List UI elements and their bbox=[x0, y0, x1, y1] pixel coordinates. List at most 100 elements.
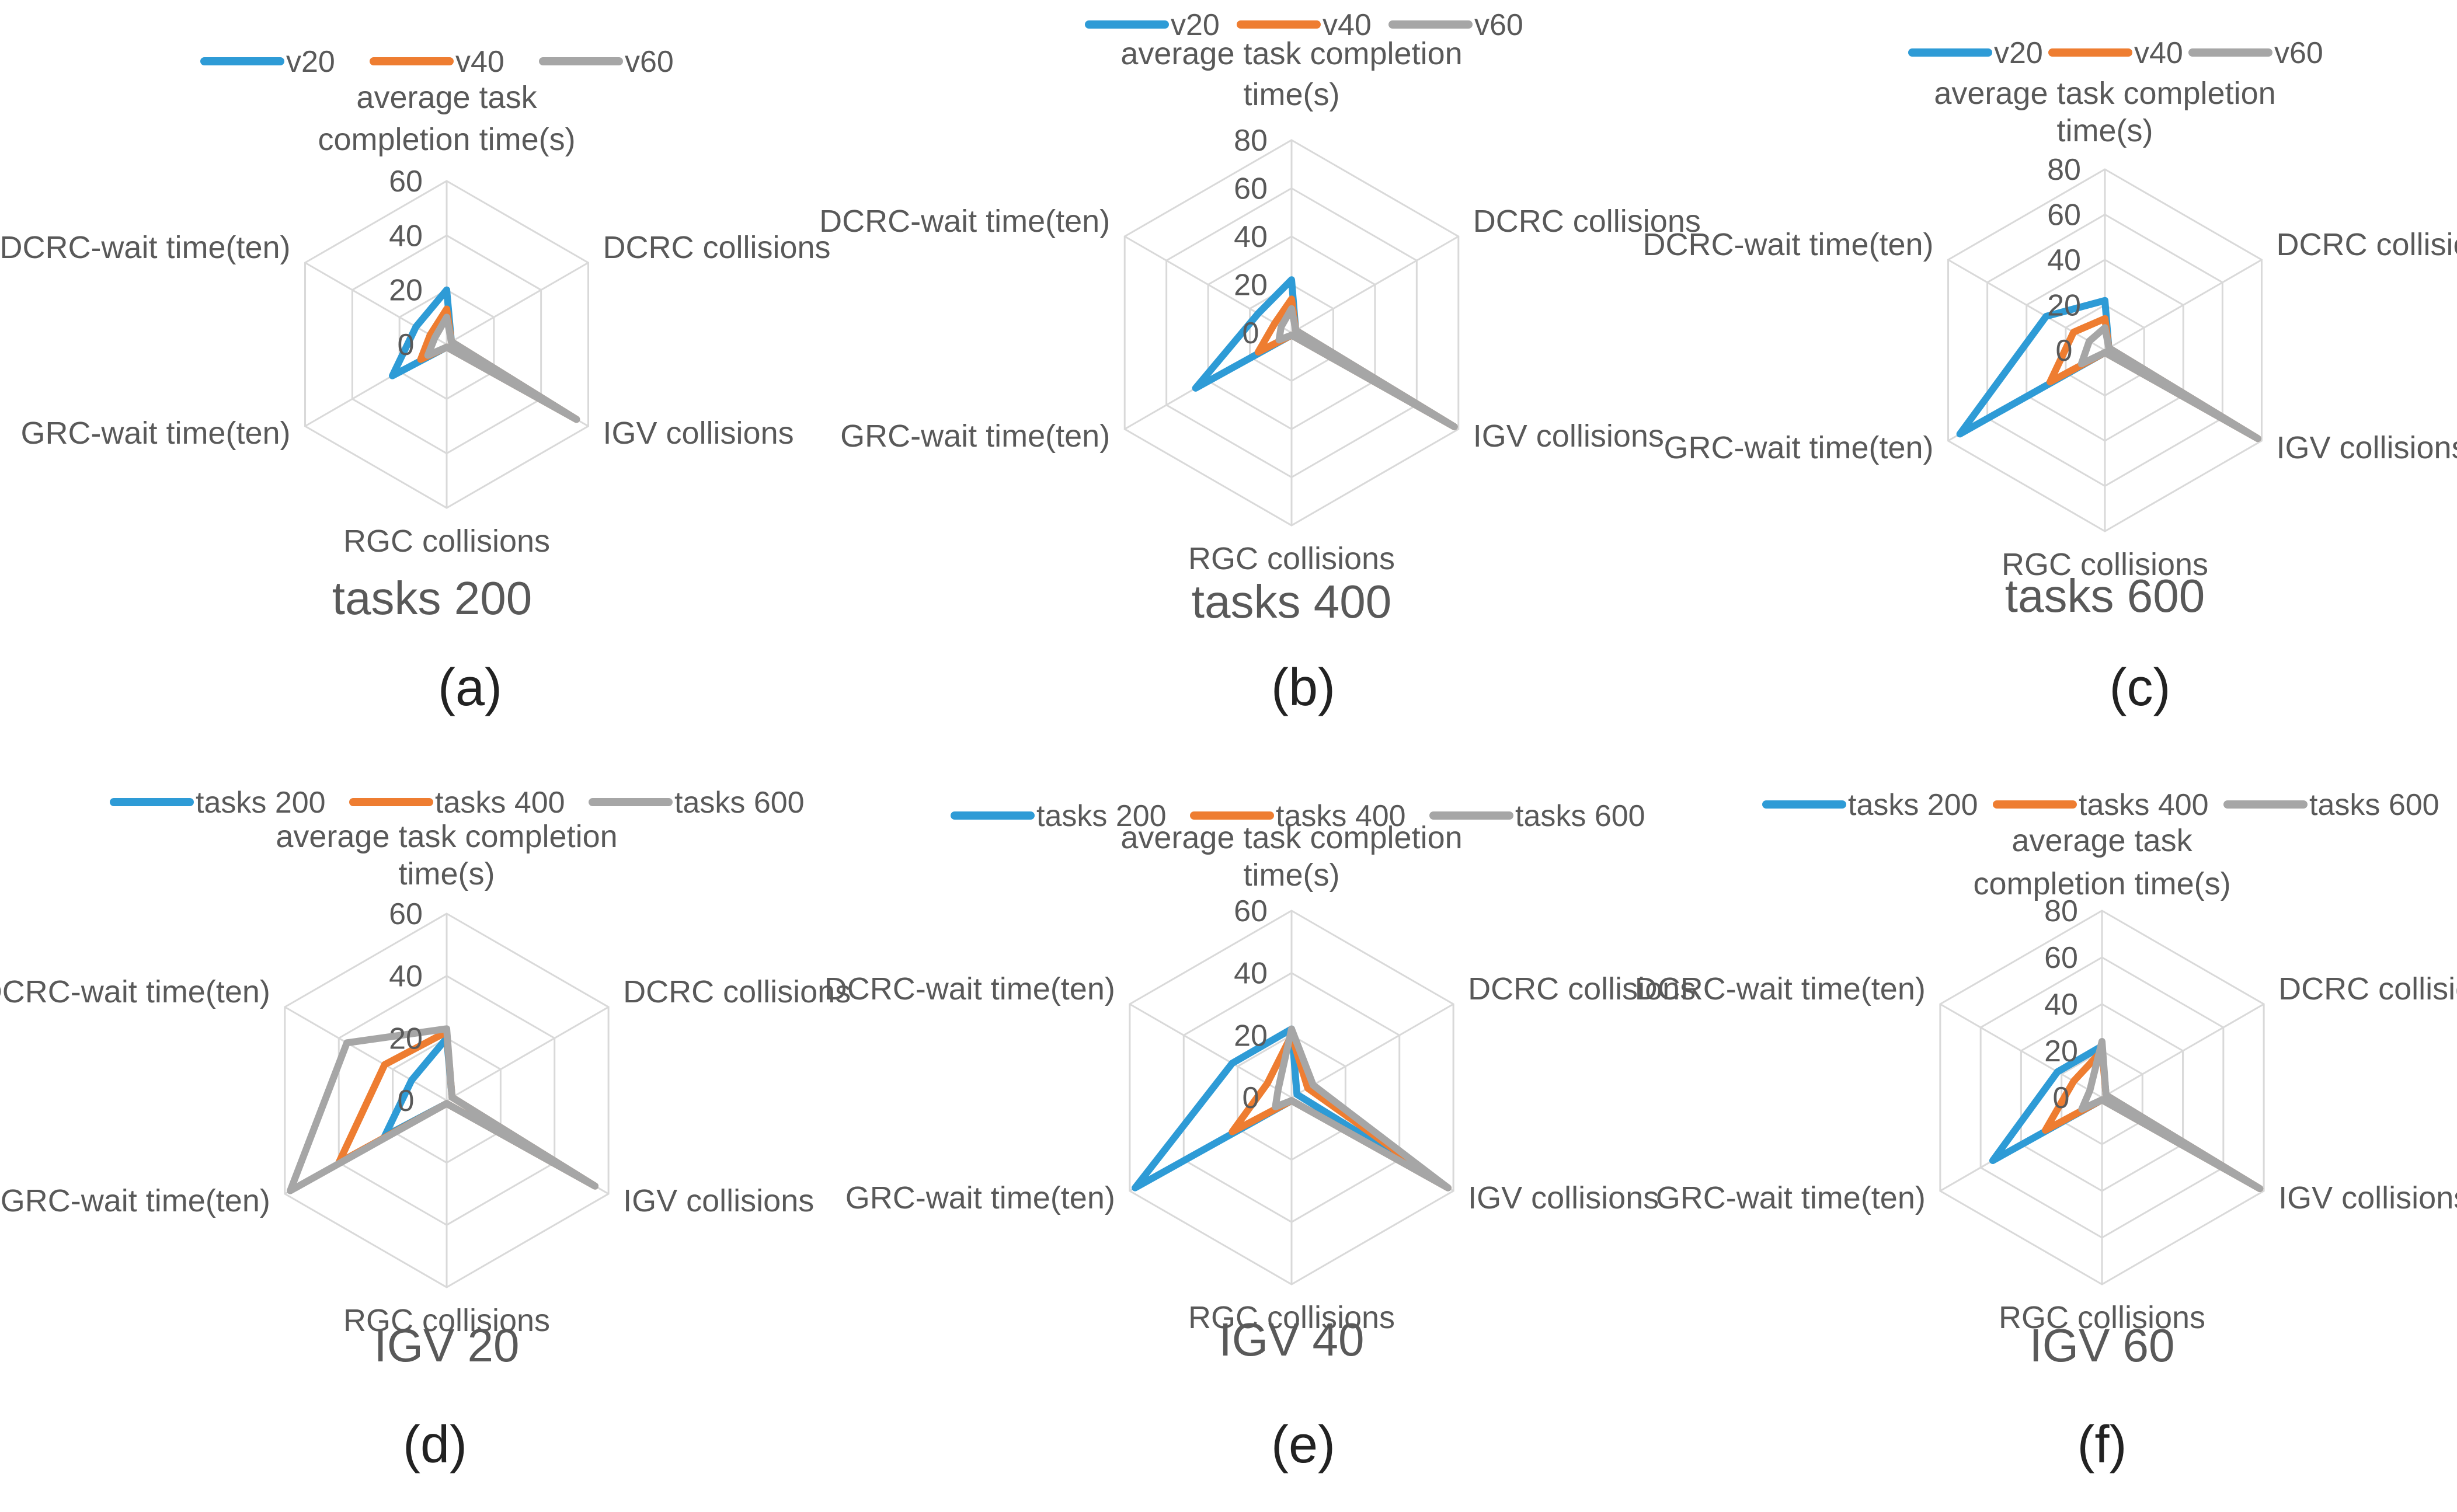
data-point bbox=[2056, 1071, 2058, 1072]
data-point bbox=[1231, 1131, 1233, 1133]
tick-label: 0 bbox=[398, 328, 415, 362]
data-point bbox=[434, 337, 436, 339]
data-point bbox=[2049, 381, 2051, 383]
legend-label: v20 bbox=[286, 45, 335, 79]
data-point bbox=[1257, 313, 1259, 314]
axis-label: average task completion bbox=[1120, 820, 1462, 855]
axis-label: DCRC-wait time(ten) bbox=[1642, 227, 1933, 262]
tick-label: 20 bbox=[1234, 1019, 1268, 1053]
axis-label: DCRC collisions bbox=[623, 974, 851, 1009]
data-point bbox=[446, 346, 447, 348]
data-point bbox=[1231, 1062, 1233, 1064]
axis-label: GRC-wait time(ten) bbox=[20, 416, 290, 451]
tick-label: 60 bbox=[1234, 172, 1268, 206]
chart-title: tasks 200 bbox=[332, 572, 532, 624]
axis-label: time(s) bbox=[1244, 858, 1340, 893]
data-point bbox=[2259, 1188, 2261, 1189]
grid-spoke bbox=[1947, 259, 2105, 351]
tick-label: 60 bbox=[2044, 941, 2078, 975]
legend-label: tasks 400 bbox=[1276, 799, 1406, 833]
tick-label: 20 bbox=[389, 1022, 423, 1055]
axis-label: average task bbox=[356, 80, 537, 115]
axis-label: DCRC-wait time(ten) bbox=[819, 204, 1110, 239]
legend-label: tasks 400 bbox=[2079, 788, 2209, 822]
data-point bbox=[1291, 1100, 1292, 1102]
chart-title: IGV 20 bbox=[374, 1319, 519, 1371]
grid-spoke bbox=[284, 1006, 447, 1102]
grid-spoke bbox=[446, 1006, 609, 1102]
axis-label: average task completion bbox=[276, 819, 617, 854]
axis-label: IGV collisions bbox=[1468, 1180, 1659, 1215]
data-point bbox=[290, 1190, 291, 1192]
grid-spoke bbox=[1291, 1003, 1454, 1099]
legend-label: tasks 600 bbox=[674, 786, 805, 820]
axis-label: IGV collisions bbox=[623, 1183, 814, 1218]
tick-label: 40 bbox=[389, 219, 423, 253]
legend-label: tasks 200 bbox=[1036, 799, 1167, 833]
legend-label: v60 bbox=[1474, 8, 1523, 42]
tick-label: 20 bbox=[1234, 269, 1268, 302]
data-point bbox=[392, 375, 394, 377]
axis-label: RGC collisions bbox=[343, 524, 550, 559]
data-point bbox=[346, 1042, 348, 1044]
axis-label: GRC-wait time(ten) bbox=[1663, 430, 1933, 465]
data-point bbox=[1291, 1028, 1292, 1030]
panel-label: (f) bbox=[2077, 1416, 2127, 1474]
tick-label: 80 bbox=[2047, 153, 2081, 187]
axis-label: GRC-wait time(ten) bbox=[845, 1180, 1115, 1215]
axis-label: IGV collisions bbox=[2278, 1180, 2457, 1215]
data-point bbox=[2257, 438, 2258, 440]
axis-label: average task completion bbox=[1934, 76, 2275, 111]
legend-label: v40 bbox=[2134, 36, 2183, 70]
legend-label: tasks 200 bbox=[1848, 788, 1978, 822]
data-point bbox=[446, 289, 447, 291]
data-point bbox=[1291, 308, 1292, 309]
data-point bbox=[1312, 1084, 1314, 1086]
tick-label: 0 bbox=[1243, 1081, 1259, 1115]
axis-label: DCRC collisions bbox=[1473, 204, 1701, 239]
grid-spoke bbox=[2104, 259, 2263, 351]
grid-spoke bbox=[1124, 235, 1292, 334]
axis-label: RGC collisions bbox=[1999, 1300, 2205, 1335]
axis-label: completion time(s) bbox=[1973, 866, 2230, 901]
data-point bbox=[2089, 340, 2090, 342]
data-point bbox=[576, 419, 577, 420]
data-point bbox=[1277, 1089, 1279, 1091]
data-point bbox=[2045, 1130, 2047, 1131]
data-point bbox=[415, 326, 417, 328]
axis-label: GRC-wait time(ten) bbox=[1656, 1180, 1926, 1215]
axis-label: DCRC collisions bbox=[2276, 227, 2457, 262]
axis-label: time(s) bbox=[2057, 113, 2153, 148]
data-point bbox=[2101, 1041, 2103, 1042]
data-point bbox=[429, 334, 431, 336]
data-point bbox=[2104, 299, 2105, 301]
axis-label: IGV collisions bbox=[1473, 419, 1664, 454]
chart-title: tasks 600 bbox=[2005, 570, 2205, 622]
data-point bbox=[1291, 279, 1292, 281]
data-point bbox=[384, 1064, 385, 1065]
legend-label: tasks 600 bbox=[1515, 799, 1645, 833]
tick-label: 40 bbox=[389, 960, 423, 994]
legend-label: v60 bbox=[625, 45, 674, 79]
legend-label: v60 bbox=[2274, 36, 2323, 70]
tick-label: 60 bbox=[1234, 894, 1268, 928]
data-point bbox=[1307, 1088, 1308, 1089]
axis-label: DCRC collisions bbox=[1468, 971, 1696, 1006]
axis-label: completion time(s) bbox=[318, 122, 575, 157]
data-point bbox=[420, 358, 422, 360]
data-point bbox=[1280, 326, 1282, 328]
axis-label: DCRC collisions bbox=[603, 230, 830, 265]
data-point bbox=[2089, 1090, 2091, 1091]
data-point bbox=[1134, 1187, 1136, 1189]
tick-label: 20 bbox=[389, 274, 423, 308]
legend-label: tasks 400 bbox=[435, 786, 565, 820]
data-point bbox=[410, 1079, 412, 1081]
panel-label: (b) bbox=[1271, 659, 1335, 717]
axis-label: RGC collisions bbox=[1188, 1300, 1395, 1335]
data-point bbox=[2108, 347, 2110, 349]
panel-label: (c) bbox=[2110, 659, 2171, 717]
axis-label: RGC collisions bbox=[343, 1303, 550, 1338]
